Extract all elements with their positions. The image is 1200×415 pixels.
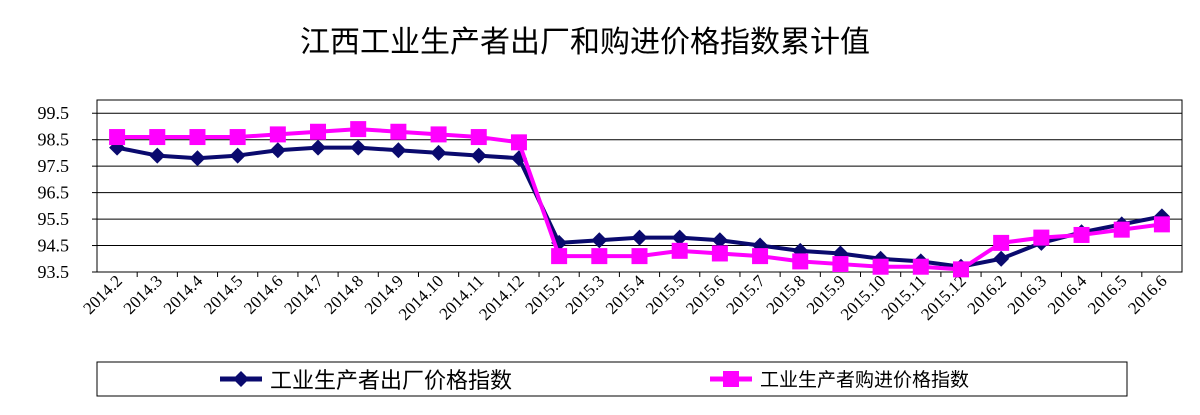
- x-tick-label: 2015.6: [682, 271, 728, 317]
- x-tick-label: 2014.6: [240, 271, 286, 317]
- chart-title: 江西工业生产者出厂和购进价格指数累计值: [300, 25, 870, 60]
- data-point-square: [711, 245, 728, 262]
- data-point-diamond: [350, 139, 367, 156]
- x-tick-label: 2014.8: [321, 271, 367, 317]
- data-point-square: [1153, 216, 1170, 233]
- data-point-diamond: [310, 139, 327, 156]
- y-tick-label: 93.5: [38, 262, 70, 282]
- data-point-diamond: [993, 250, 1010, 267]
- legend-label-series-2: 工业生产者购进价格指数: [760, 369, 969, 391]
- data-point-square: [993, 234, 1010, 251]
- data-point-square: [109, 129, 126, 146]
- data-point-square: [310, 123, 327, 140]
- data-point-square: [1033, 229, 1050, 246]
- x-tick-label: 2015.10: [837, 271, 890, 324]
- data-point-diamond: [591, 232, 608, 249]
- x-tick-label: 2015.7: [722, 271, 769, 318]
- data-point-square: [952, 261, 969, 278]
- x-tick-label: 2015.12: [917, 271, 970, 324]
- x-tick-label: 2016.4: [1044, 271, 1091, 318]
- data-point-diamond: [711, 232, 728, 249]
- legend-box: [96, 361, 1128, 397]
- data-point-square: [631, 248, 648, 265]
- data-point-square: [752, 248, 769, 265]
- y-tick-label: 95.5: [38, 209, 70, 229]
- data-point-diamond: [149, 147, 166, 164]
- data-point-square: [350, 121, 367, 138]
- x-tick-label: 2015.3: [562, 271, 608, 317]
- x-tick-label: 2016.3: [1004, 271, 1050, 317]
- data-point-diamond: [189, 150, 206, 167]
- x-tick-label: 2014.10: [395, 271, 448, 324]
- legend: 工业生产者出厂价格指数 工业生产者购进价格指数: [96, 361, 1128, 397]
- y-tick-label: 98.5: [38, 130, 70, 150]
- data-point-square: [390, 123, 407, 140]
- x-tick-label: 2016.5: [1084, 271, 1130, 317]
- x-tick-label: 2014.4: [160, 271, 207, 318]
- data-point-square: [229, 129, 246, 146]
- x-tick-label: 2014.12: [475, 271, 528, 324]
- data-point-square: [671, 242, 688, 259]
- legend-marker-diamond: [233, 371, 249, 387]
- x-tick-label: 2014.3: [120, 271, 166, 317]
- data-point-square: [149, 129, 166, 146]
- data-point-square: [792, 253, 809, 270]
- data-point-diamond: [430, 144, 447, 161]
- x-tick-label: 2016.2: [964, 271, 1010, 317]
- data-point-square: [430, 126, 447, 143]
- data-point-square: [1073, 226, 1090, 243]
- y-tick-label: 96.5: [38, 183, 70, 203]
- data-point-diamond: [390, 142, 407, 159]
- series-layer: [109, 121, 1170, 278]
- y-axis: 99.5 98.5 97.5 96.5 95.5 94.5 93.5: [38, 103, 97, 282]
- data-point-diamond: [631, 229, 648, 246]
- data-point-square: [189, 129, 206, 146]
- x-tick-label: 2014.2: [79, 271, 125, 317]
- y-tick-label: 99.5: [38, 103, 70, 123]
- legend-marker-square: [723, 371, 739, 387]
- data-point-diamond: [269, 142, 286, 159]
- data-point-square: [912, 258, 929, 275]
- x-axis: 2014.22014.32014.42014.52014.62014.72014…: [79, 271, 1170, 324]
- data-point-square: [470, 129, 487, 146]
- data-point-square: [551, 248, 568, 265]
- x-tick-label: 2016.6: [1124, 271, 1170, 317]
- data-point-diamond: [792, 242, 809, 259]
- plot-area: [96, 99, 1183, 273]
- data-point-diamond: [229, 147, 246, 164]
- x-tick-label: 2014.7: [280, 271, 327, 318]
- data-point-square: [269, 126, 286, 143]
- x-tick-label: 2015.2: [521, 271, 567, 317]
- x-tick-label: 2014.5: [200, 271, 246, 317]
- data-point-square: [872, 258, 889, 275]
- data-point-diamond: [671, 229, 688, 246]
- legend-label-series-1: 工业生产者出厂价格指数: [270, 369, 512, 394]
- data-point-square: [591, 248, 608, 265]
- x-tick-label: 2015.8: [763, 271, 809, 317]
- y-tick-label: 97.5: [38, 156, 70, 176]
- data-point-diamond: [470, 147, 487, 164]
- x-tick-label: 2015.4: [602, 271, 649, 318]
- data-point-square: [832, 256, 849, 273]
- data-point-square: [1113, 221, 1130, 238]
- data-point-square: [510, 134, 527, 151]
- x-tick-label: 2015.5: [642, 271, 688, 317]
- y-tick-label: 94.5: [38, 236, 70, 256]
